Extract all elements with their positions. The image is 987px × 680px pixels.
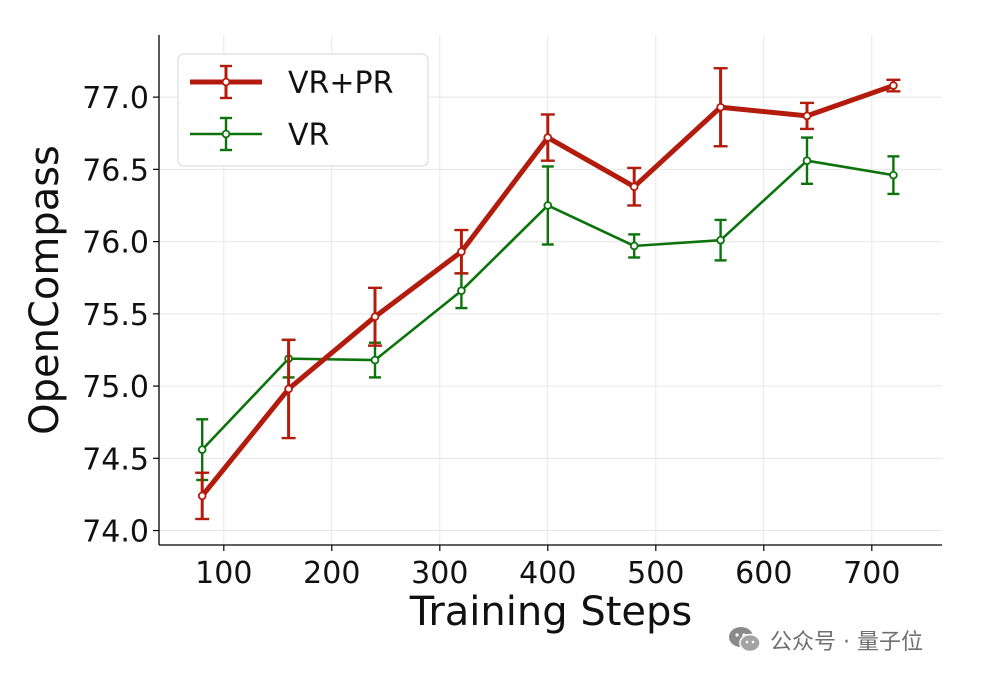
watermark: 公众号 · 量子位	[728, 624, 923, 656]
data-point	[802, 111, 812, 121]
x-tick-label: 700	[843, 556, 900, 591]
y-tick-label: 76.0	[82, 226, 149, 261]
data-point	[284, 384, 293, 394]
legend-item-vr-pr: VR+PR	[190, 64, 393, 101]
x-tick-label: 400	[519, 556, 576, 591]
y-tick-label: 77.0	[82, 81, 149, 116]
legend-marker	[221, 129, 231, 139]
y-axis-title: OpenCompass	[22, 145, 68, 435]
watermark-text: 公众号 · 量子位	[770, 630, 923, 655]
wechat-icon	[729, 627, 761, 653]
series-vr-pr	[195, 67, 901, 521]
y-tick-label: 75.0	[82, 370, 149, 405]
series	[195, 67, 901, 521]
legend-item-vr: VR	[190, 116, 329, 153]
y-tick-label: 75.5	[82, 298, 149, 333]
y-tick-label: 74.5	[82, 442, 149, 477]
legend: VR+PR VR	[177, 53, 429, 167]
legend-label: VR	[288, 118, 329, 153]
data-point	[543, 201, 553, 210]
data-point	[716, 102, 725, 112]
data-point	[370, 312, 380, 322]
y-tick-label: 74.0	[82, 515, 149, 550]
data-point	[457, 247, 466, 257]
x-tick-label: 200	[303, 556, 360, 591]
x-axis-title: Training Steps	[409, 589, 692, 635]
x-tick-label: 600	[735, 556, 792, 591]
legend-marker	[221, 77, 231, 87]
data-point	[716, 235, 725, 245]
ticks: 100 200 300 400 500 600 700 74.0 74.5 75.0 75.5 76.…	[82, 81, 900, 591]
data-point	[629, 241, 639, 251]
legend-label: VR+PR	[288, 66, 393, 101]
y-tick-label: 76.5	[82, 153, 149, 188]
grid	[159, 35, 942, 545]
data-point	[889, 170, 898, 180]
x-tick-label: 100	[195, 556, 252, 591]
axes	[158, 35, 942, 546]
data-point	[629, 182, 639, 191]
x-tick-label: 300	[411, 556, 468, 591]
data-point	[457, 286, 466, 296]
data-point	[197, 491, 207, 501]
x-tick-label: 500	[627, 556, 684, 591]
data-point	[802, 156, 812, 165]
data-point	[370, 355, 380, 365]
data-point	[543, 133, 553, 142]
data-point	[889, 81, 898, 90]
data-point	[197, 445, 207, 454]
